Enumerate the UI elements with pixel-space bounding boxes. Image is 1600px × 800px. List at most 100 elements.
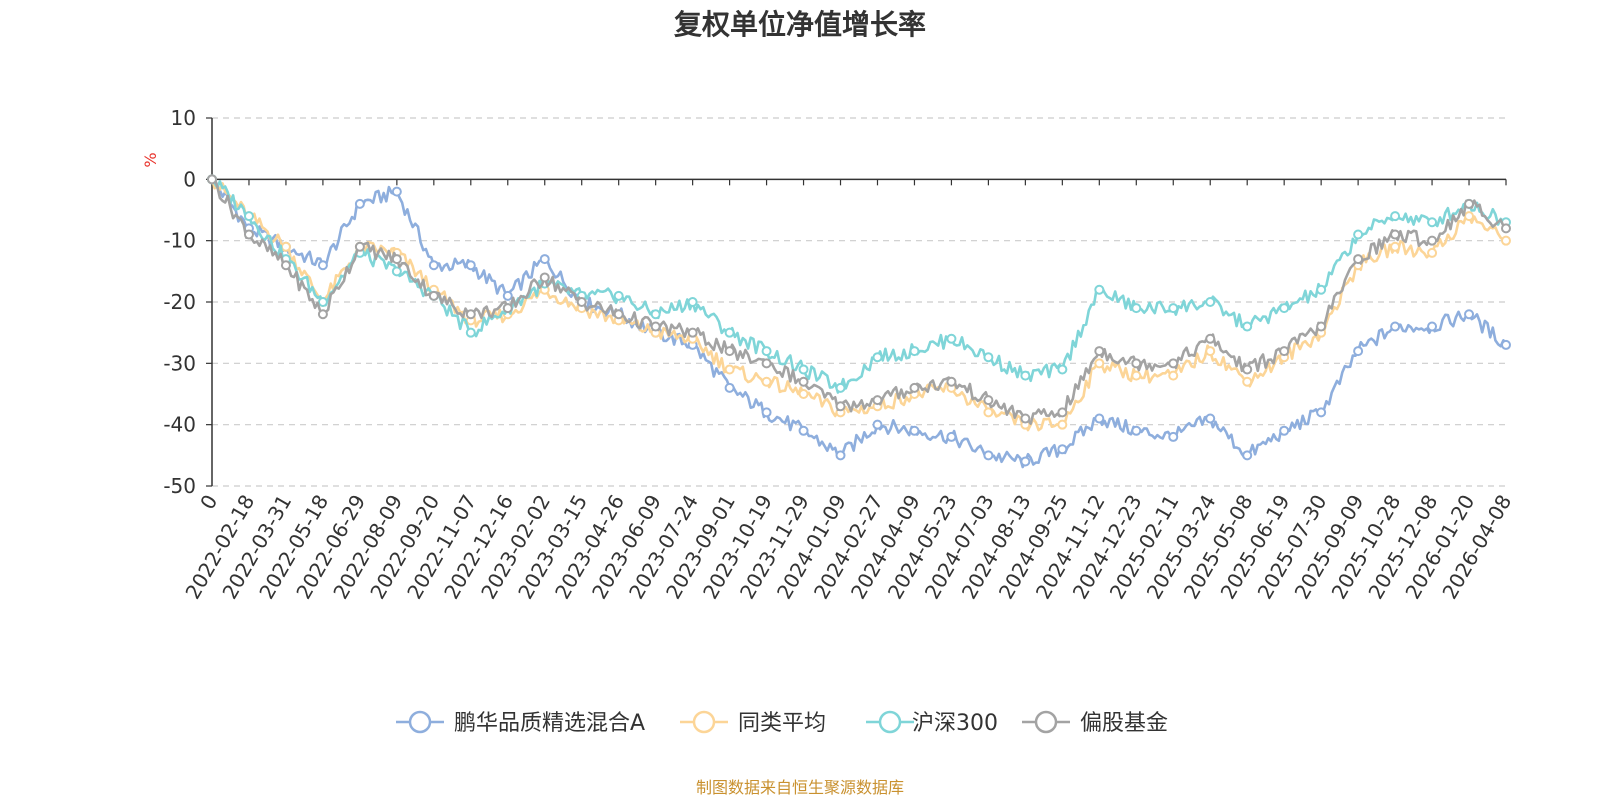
- series-point: [835, 401, 846, 412]
- series-point: [724, 382, 735, 393]
- series-point: [207, 174, 217, 185]
- series-point: [1427, 217, 1438, 228]
- series-line: [210, 178, 1507, 432]
- series-point: [946, 376, 957, 387]
- x-tick-labels: 02022-02-182022-03-312022-05-182022-06-2…: [180, 491, 1516, 604]
- series-point: [724, 364, 735, 375]
- series-point: [761, 376, 772, 387]
- series-point: [1279, 346, 1290, 357]
- legend[interactable]: 鹏华品质精选混合A 同类平均 沪深300 偏股基金: [396, 710, 1168, 736]
- series-point: [1242, 364, 1253, 375]
- chart-title: 复权单位净值增长率: [674, 8, 926, 41]
- x-tick-label: 0: [195, 491, 222, 514]
- series-point: [1094, 413, 1105, 424]
- legend-marker-icon: [1034, 710, 1058, 734]
- gridlines: [212, 117, 1506, 487]
- series-point: [465, 327, 476, 338]
- series-point: [798, 364, 809, 375]
- series-point: [613, 309, 624, 320]
- series-point: [1057, 419, 1068, 430]
- series-line: [210, 178, 1507, 394]
- series-point: [835, 382, 846, 393]
- legend-marker-icon: [408, 710, 432, 734]
- series-point: [243, 229, 254, 240]
- series-point: [1316, 321, 1327, 332]
- series-point: [502, 290, 513, 301]
- series-point: [1464, 211, 1475, 222]
- series-point: [428, 260, 439, 271]
- series-point: [1353, 346, 1364, 357]
- series-point: [1427, 235, 1438, 246]
- y-tick-label: -40: [163, 413, 196, 437]
- series-point: [798, 425, 809, 436]
- y-tick-label: 10: [171, 106, 196, 130]
- series-point: [1353, 254, 1364, 265]
- series-point: [1501, 339, 1511, 350]
- series-point: [909, 425, 920, 436]
- legend-marker-icon: [692, 710, 716, 734]
- series-point: [761, 407, 772, 418]
- legend-label: 鹏华品质精选混合A: [454, 711, 645, 736]
- series-point: [243, 211, 254, 222]
- series-point: [1205, 413, 1216, 424]
- series-point: [280, 241, 291, 252]
- series-point: [1131, 303, 1142, 314]
- series-point: [1205, 333, 1216, 344]
- series-point: [1057, 444, 1068, 455]
- series-point: [946, 431, 957, 442]
- series-point: [1242, 321, 1253, 332]
- series-point: [1427, 247, 1438, 258]
- series-line: [212, 178, 1508, 469]
- series-point: [1131, 425, 1142, 436]
- legend-item[interactable]: 鹏华品质精选混合A: [396, 710, 645, 736]
- source-note: 制图数据来自恒生聚源数据库: [696, 778, 904, 797]
- series-point: [687, 327, 698, 338]
- series-point: [1390, 241, 1401, 252]
- legend-item[interactable]: 偏股基金: [1022, 710, 1168, 736]
- series-point: [1057, 407, 1068, 418]
- legend-item[interactable]: 同类平均: [680, 710, 826, 736]
- series-point: [1316, 284, 1327, 295]
- series-point: [650, 309, 661, 320]
- series-point: [1168, 370, 1179, 381]
- series-lines: [207, 174, 1511, 469]
- series-point: [1353, 229, 1364, 240]
- series-point: [1242, 376, 1253, 387]
- series-point: [613, 290, 624, 301]
- series-point: [465, 309, 476, 320]
- series-point: [391, 186, 402, 197]
- series-point: [1501, 235, 1511, 246]
- series-point: [798, 376, 809, 387]
- series-point: [502, 303, 513, 314]
- series-point: [1020, 413, 1031, 424]
- series-point: [909, 346, 920, 357]
- series-point: [1057, 364, 1068, 375]
- series-point: [761, 346, 772, 357]
- y-tick-label: 0: [183, 167, 196, 191]
- series-point: [354, 241, 365, 252]
- series-point: [872, 395, 883, 406]
- series-point: [317, 260, 328, 271]
- legend-label: 沪深300: [912, 711, 998, 736]
- series-point: [650, 321, 661, 332]
- series-point: [1279, 303, 1290, 314]
- series-point: [1020, 456, 1031, 467]
- series-point: [1168, 431, 1179, 442]
- series-point: [1168, 303, 1179, 314]
- series-point: [983, 450, 994, 461]
- series-point: [317, 297, 328, 307]
- series-point: [983, 395, 994, 406]
- series-point: [1316, 407, 1327, 418]
- series-point: [983, 407, 994, 418]
- legend-label: 同类平均: [738, 711, 826, 736]
- series-point: [539, 254, 550, 265]
- series-point: [1205, 346, 1216, 357]
- series-point: [946, 333, 957, 344]
- series-point: [1094, 346, 1105, 357]
- legend-item[interactable]: 沪深300: [866, 710, 998, 736]
- y-tick-label: -20: [163, 290, 196, 314]
- series-point: [687, 297, 698, 307]
- series-point: [1390, 229, 1401, 240]
- y-tick-label: -10: [163, 229, 196, 253]
